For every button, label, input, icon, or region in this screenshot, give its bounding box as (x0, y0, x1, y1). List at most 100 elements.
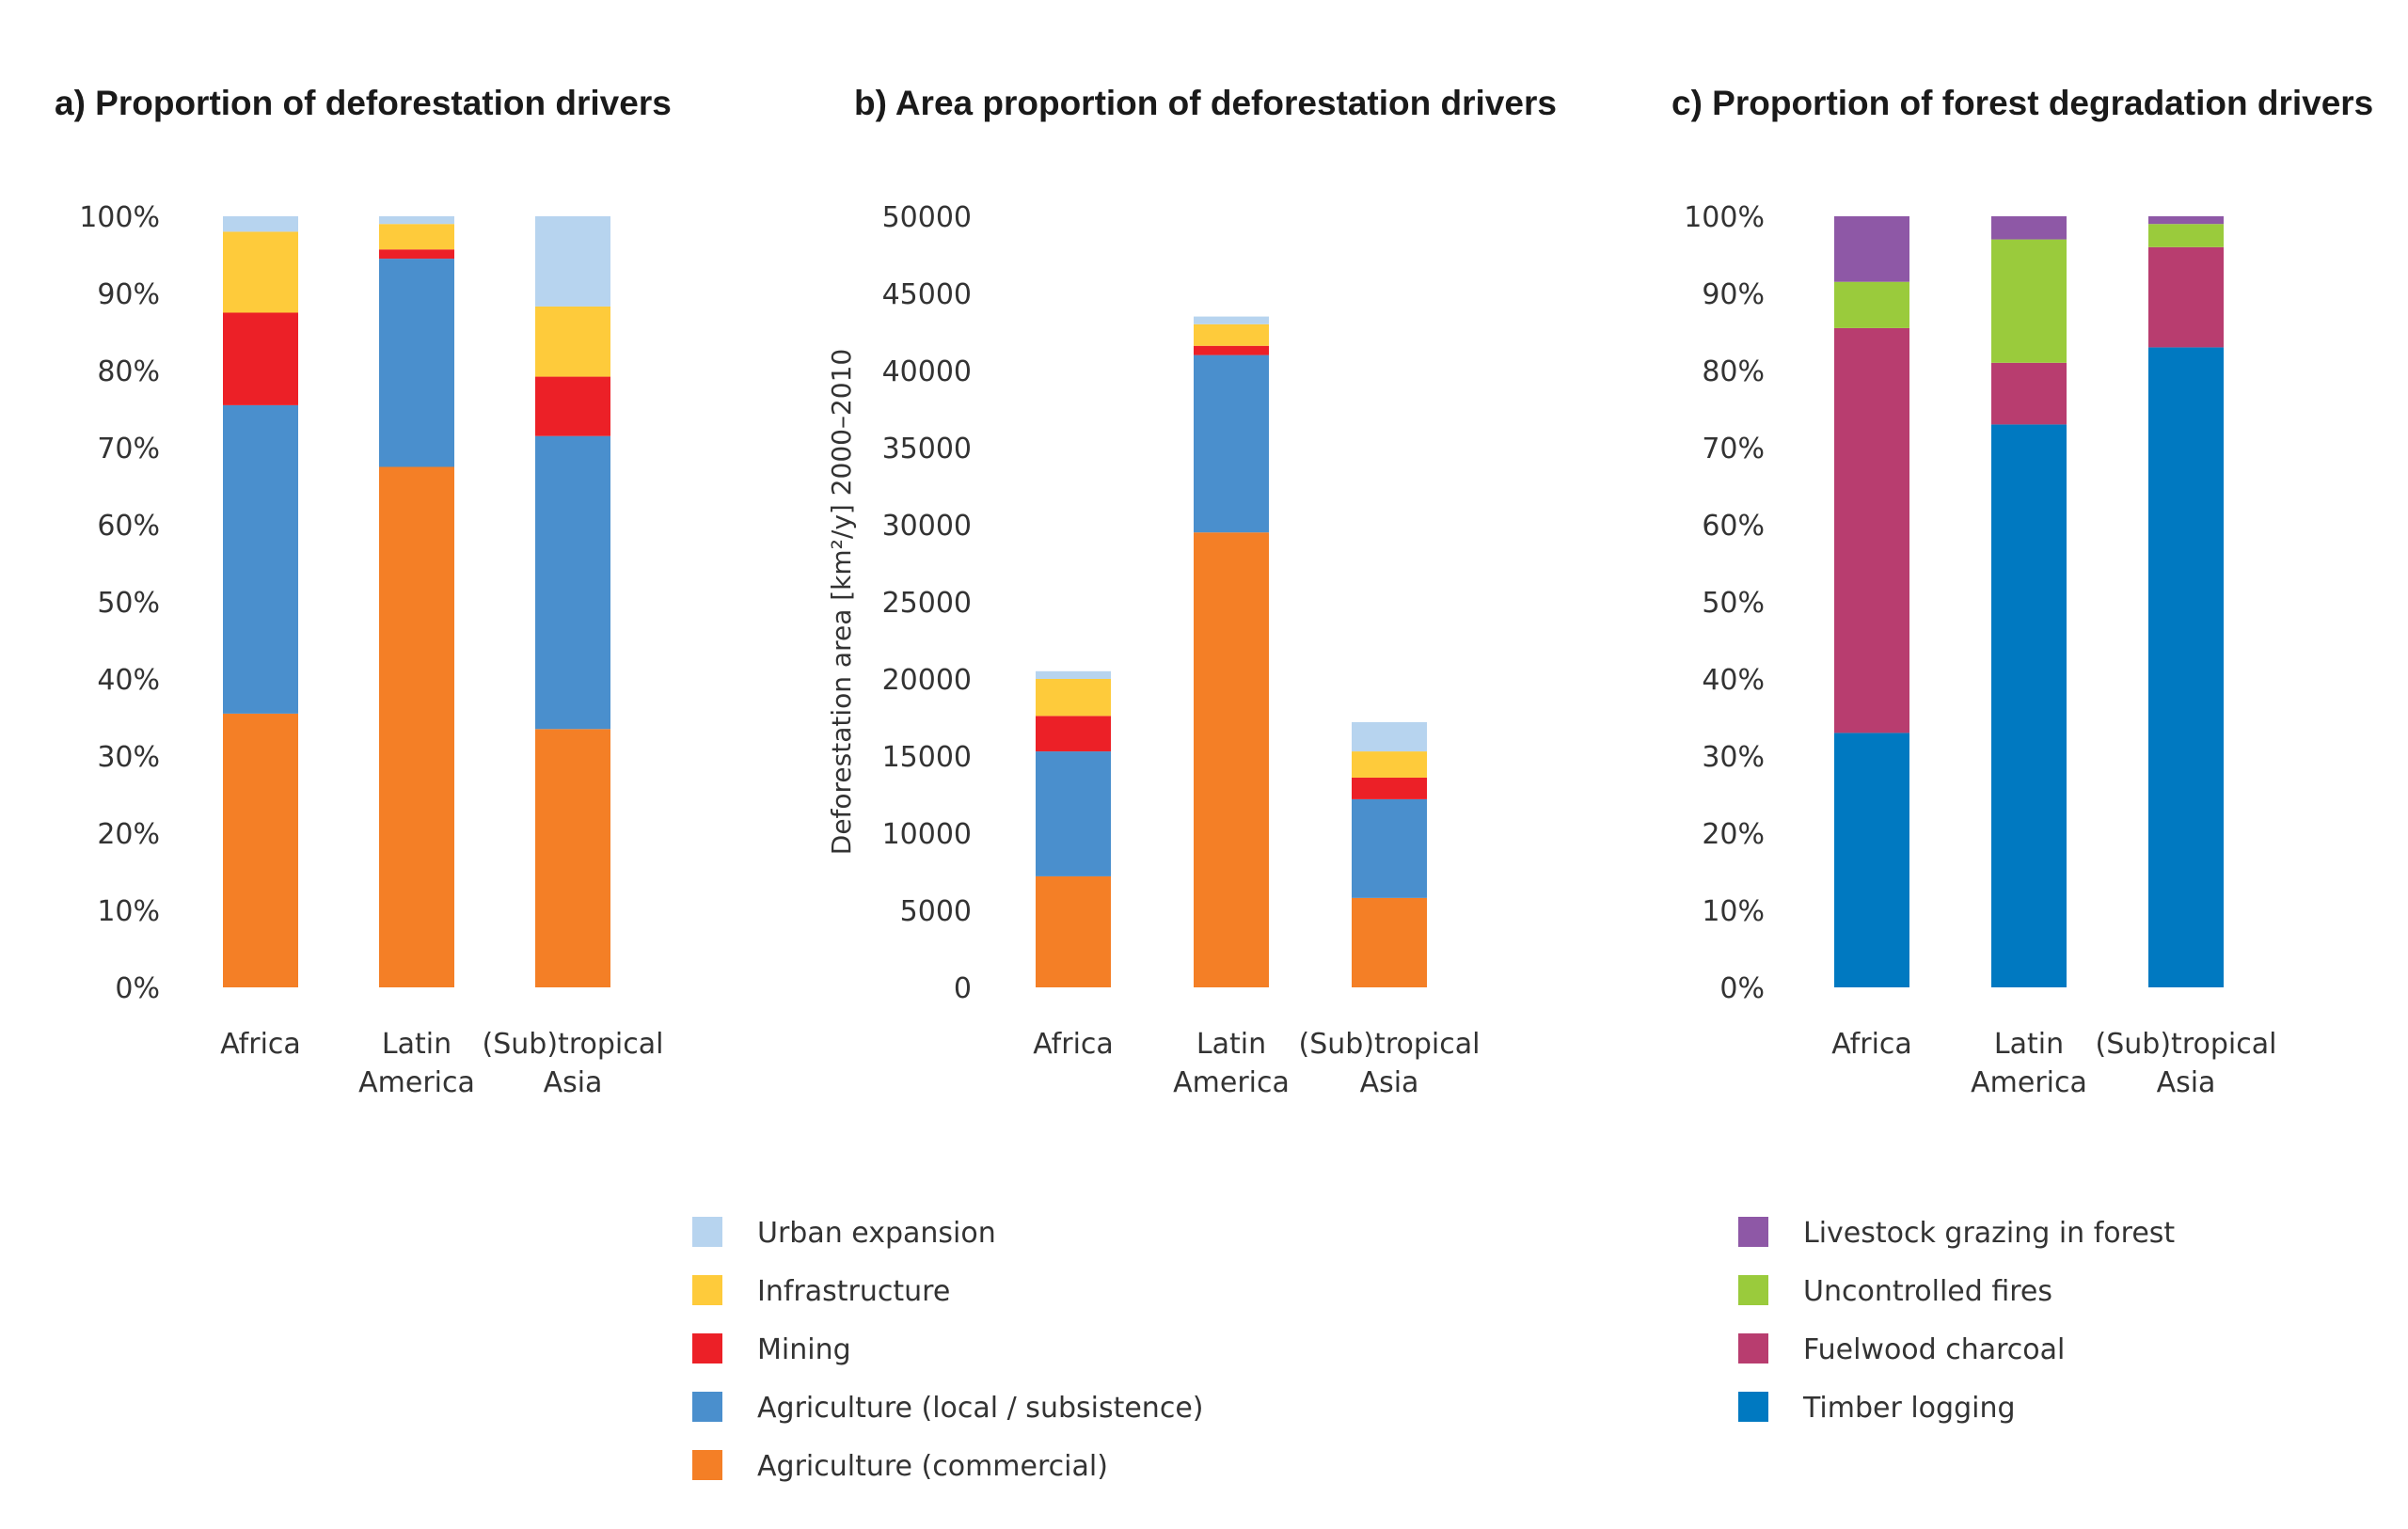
y-tick-label: 90% (97, 278, 160, 311)
category-label: Africa (1831, 1028, 1912, 1061)
panel-b: b) Area proportion of deforestation driv… (826, 84, 1557, 1099)
y-tick-label: 20% (1702, 818, 1765, 851)
bar-segment (379, 216, 454, 225)
bar-segment (535, 729, 610, 987)
y-tick-label: 100% (1684, 201, 1765, 234)
legend-deforestation: Urban expansion Infrastructure Mining Agric… (692, 1217, 1203, 1483)
legend-label: Uncontrolled fires (1803, 1275, 2052, 1308)
y-tick-label: 80% (1702, 355, 1765, 388)
bar-segment (1834, 733, 1909, 987)
bar-segment (1194, 345, 1269, 355)
y-axis-label-b: Deforestation area [km²/y] 2000–2010 (826, 349, 857, 855)
bar-segment (1036, 670, 1111, 679)
y-tick-label: 80% (97, 355, 160, 388)
legend-swatch (692, 1392, 722, 1422)
chart-title-b: b) Area proportion of deforestation driv… (854, 84, 1557, 122)
y-tick-label: 50% (1702, 587, 1765, 620)
bar-segment (2148, 347, 2224, 987)
bar-segment (1834, 327, 1909, 733)
bar-segment (1036, 875, 1111, 987)
bar-segment (2148, 224, 2224, 247)
y-tick-label: 45000 (882, 278, 972, 311)
category-label: (Sub)tropical Asia (483, 1028, 664, 1099)
bar-segment (2148, 246, 2224, 348)
y-tick-label: 70% (1702, 433, 1765, 465)
bar-segment (1194, 355, 1269, 533)
y-tick-label: 5000 (900, 895, 972, 928)
y-tick-label: 35000 (882, 433, 972, 465)
legend-swatch (1738, 1275, 1768, 1305)
panel-a: a) Proportion of deforestation drivers 0… (55, 84, 672, 1099)
category-label: Latin America (1971, 1028, 2087, 1099)
bar-segment (1991, 239, 2067, 363)
y-tick-label: 10% (1702, 895, 1765, 928)
legend-degradation: Livestock grazing in forest Uncontrolled … (1738, 1217, 2175, 1425)
legend-label: Agriculture (local / subsistence) (757, 1392, 1203, 1425)
bar-segment (2148, 216, 2224, 225)
category-label: (Sub)tropical Asia (1299, 1028, 1481, 1099)
y-tick-label: 40% (97, 664, 160, 697)
bar-segment (223, 312, 298, 405)
y-tick-label: 90% (1702, 278, 1765, 311)
bar-segment (1991, 216, 2067, 240)
legend-label: Urban expansion (757, 1217, 996, 1250)
bar-segment (535, 216, 610, 307)
bar-segment (223, 231, 298, 313)
y-tick-label: 50% (97, 587, 160, 620)
bar-segment (535, 376, 610, 436)
bar-segment (379, 259, 454, 467)
bar-segment (379, 466, 454, 987)
bar-segment (223, 216, 298, 232)
legend-swatch (692, 1217, 722, 1247)
legend-swatch (692, 1450, 722, 1480)
chart-title-c: c) Proportion of forest degradation driv… (1671, 84, 2373, 122)
bar-segment (1194, 316, 1269, 324)
category-label: Africa (1033, 1028, 1114, 1061)
bar-segment (535, 435, 610, 730)
bar-segment (379, 249, 454, 260)
y-tick-label: 0% (115, 972, 160, 1005)
bar-segment (1352, 777, 1427, 799)
y-tick-label: 60% (97, 510, 160, 543)
legend-label: Infrastructure (757, 1275, 950, 1308)
y-tick-label: 25000 (882, 587, 972, 620)
y-tick-label: 40000 (882, 355, 972, 388)
y-tick-label: 0 (954, 972, 972, 1005)
y-tick-label: 30% (1702, 741, 1765, 774)
y-tick-label: 20% (97, 818, 160, 851)
y-tick-label: 10% (97, 895, 160, 928)
bar-segment (1352, 751, 1427, 778)
y-tick-label: 20000 (882, 664, 972, 697)
bar-segment (1194, 323, 1269, 346)
legend-label: Fuelwood charcoal (1803, 1333, 2065, 1366)
category-label: Latin America (358, 1028, 475, 1099)
category-label: Latin America (1173, 1028, 1290, 1099)
bar-segment (1352, 897, 1427, 987)
y-tick-label: 70% (97, 433, 160, 465)
bar-segment (1036, 751, 1111, 876)
bar-segment (1991, 424, 2067, 987)
legend-swatch (1738, 1333, 1768, 1363)
category-label: (Sub)tropical Asia (2096, 1028, 2277, 1099)
bar-segment (1834, 216, 1909, 282)
bar-segment (223, 713, 298, 987)
y-tick-label: 40% (1702, 664, 1765, 697)
legend-swatch (692, 1275, 722, 1305)
legend-label: Livestock grazing in forest (1803, 1217, 2175, 1250)
legend-swatch (692, 1333, 722, 1363)
y-tick-label: 30000 (882, 510, 972, 543)
bar-segment (535, 306, 610, 377)
bar-segment (1036, 716, 1111, 752)
bar-segment (1194, 532, 1269, 987)
category-label: Africa (220, 1028, 301, 1061)
y-tick-label: 15000 (882, 741, 972, 774)
bar-segment (1036, 679, 1111, 717)
chart-title-a: a) Proportion of deforestation drivers (55, 84, 672, 122)
legend-swatch (1738, 1392, 1768, 1422)
panel-c: c) Proportion of forest degradation driv… (1671, 84, 2373, 1099)
y-tick-label: 60% (1702, 510, 1765, 543)
legend-label: Mining (757, 1333, 851, 1366)
y-tick-label: 10000 (882, 818, 972, 851)
bar-segment (1352, 721, 1427, 752)
